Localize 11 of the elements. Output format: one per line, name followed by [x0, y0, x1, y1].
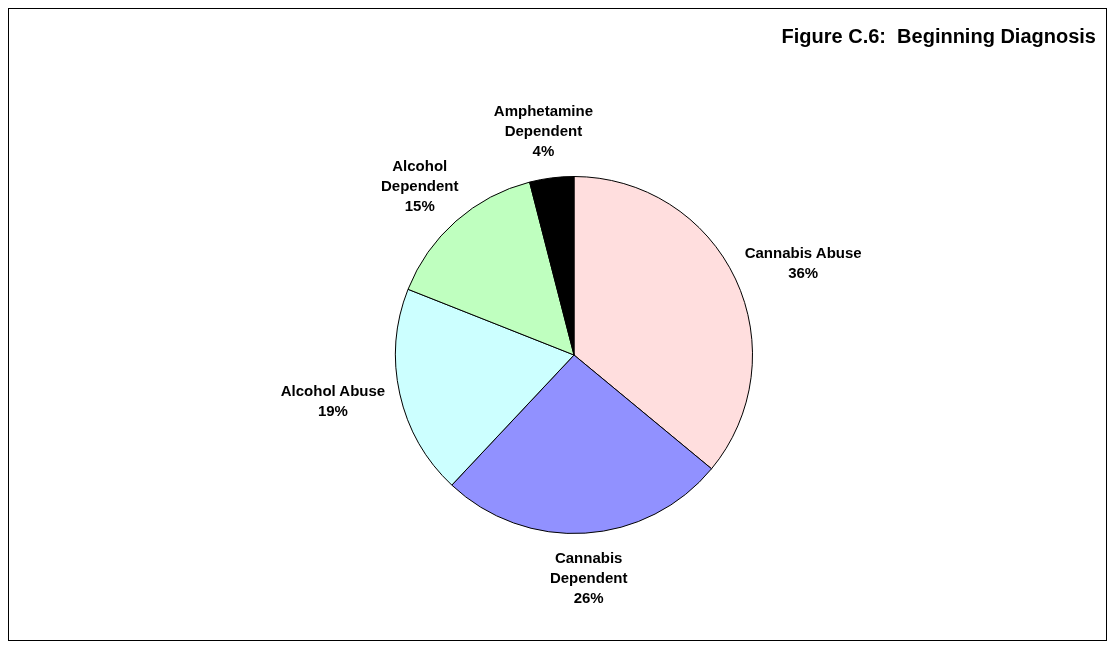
- data-label: 19%: [317, 401, 348, 419]
- data-label: 36%: [788, 263, 819, 281]
- slice-label: Amphetamine Dependent: [493, 102, 593, 140]
- text: Figure C.6: Beginning Diagnosis: [781, 25, 1096, 47]
- data-label: 4%: [532, 142, 555, 160]
- slice-label: Alcohol Abuse: [280, 381, 386, 399]
- data-label: 26%: [573, 589, 604, 607]
- slice-label: Alcohol Dependent: [380, 156, 459, 194]
- data-label: 15%: [404, 196, 435, 214]
- slice-label: Cannabis Dependent: [549, 549, 628, 587]
- slice-label: Cannabis Abuse: [744, 243, 862, 261]
